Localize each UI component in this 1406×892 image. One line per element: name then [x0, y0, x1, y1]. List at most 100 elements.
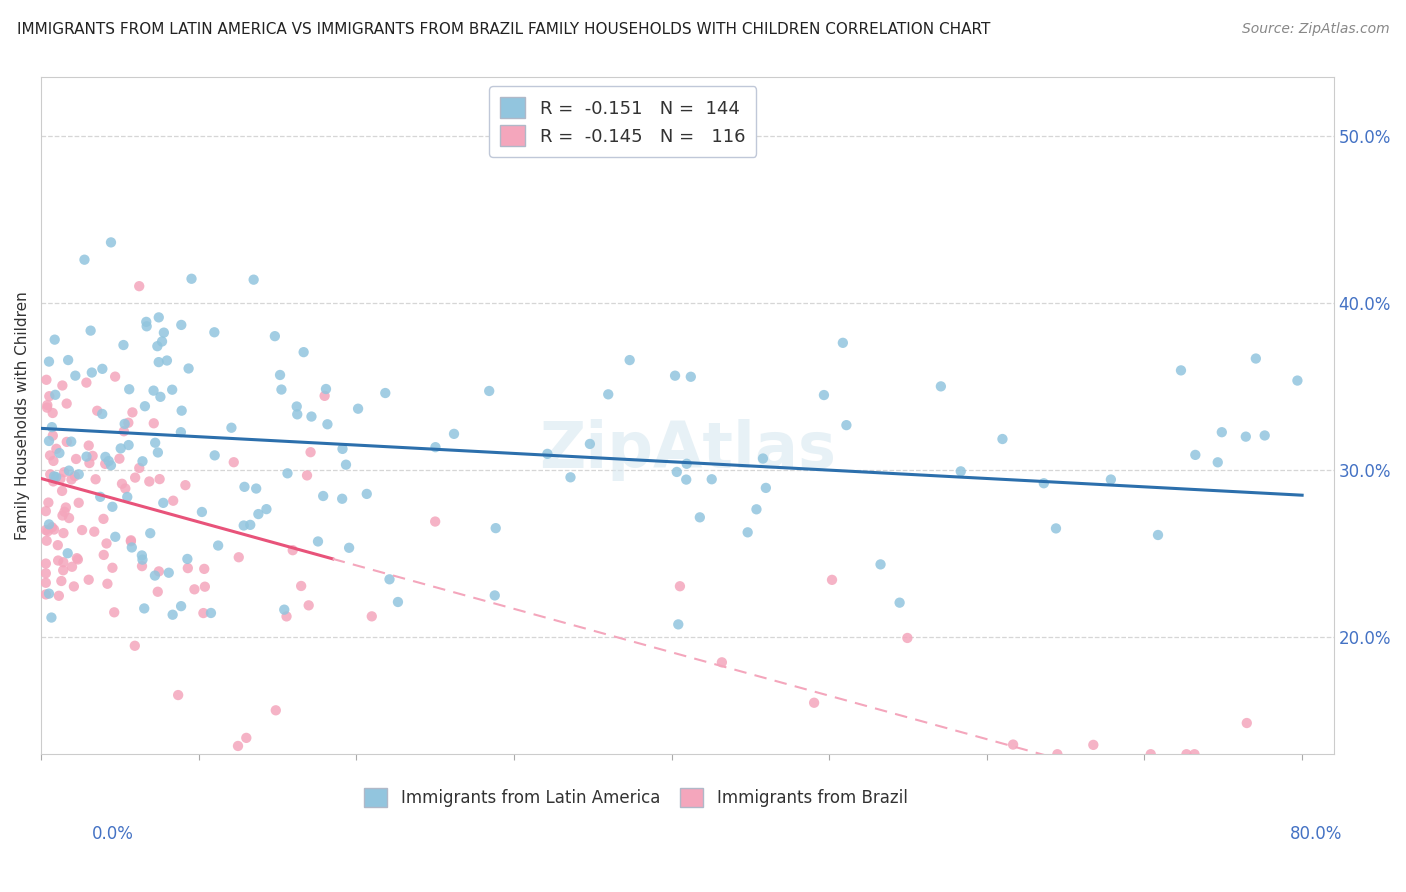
Point [56, 546, 79, 560]
Point [52, 526, 75, 541]
Point [114, 482, 136, 496]
Point [41, 520, 63, 534]
Point [1032, 476, 1054, 491]
Point [131, 549, 153, 563]
Point [56, 353, 79, 368]
Point [307, 534, 329, 549]
Point [560, 470, 582, 484]
Point [91, 407, 114, 421]
Point [170, 425, 193, 439]
Point [276, 609, 298, 624]
Point [101, 561, 124, 575]
Point [1211, 425, 1233, 440]
Point [55, 396, 77, 410]
Point [170, 318, 193, 332]
Point [49, 472, 72, 486]
Point [1206, 455, 1229, 469]
Point [146, 445, 169, 459]
Point [150, 334, 173, 349]
Point [619, 353, 641, 368]
Point [675, 457, 697, 471]
Point [299, 445, 322, 459]
Point [536, 447, 558, 461]
Point [162, 607, 184, 622]
Point [67, 467, 90, 482]
Point [295, 468, 318, 483]
Point [82, 449, 104, 463]
Point [96, 576, 118, 591]
Point [142, 384, 165, 398]
Point [94, 450, 117, 464]
Point [84, 472, 107, 486]
Point [143, 568, 166, 582]
Point [337, 541, 360, 555]
Point [669, 579, 692, 593]
Point [831, 335, 853, 350]
Point [160, 383, 183, 397]
Point [276, 467, 298, 481]
Point [75, 376, 97, 390]
Point [1184, 747, 1206, 762]
Point [222, 455, 245, 469]
Point [263, 329, 285, 343]
Point [146, 339, 169, 353]
Point [134, 601, 156, 615]
Y-axis label: Family Households with Children: Family Households with Children [15, 292, 30, 541]
Text: ZipAtlas: ZipAtlas [538, 418, 837, 481]
Point [131, 454, 153, 468]
Point [755, 481, 778, 495]
Point [991, 432, 1014, 446]
Point [152, 496, 174, 510]
Point [177, 361, 200, 376]
Point [374, 386, 396, 401]
Point [200, 606, 222, 620]
Point [41, 420, 63, 434]
Point [76, 450, 98, 464]
Point [235, 731, 257, 745]
Point [60, 434, 83, 449]
Point [1083, 738, 1105, 752]
Point [298, 599, 321, 613]
Point [38, 389, 60, 403]
Point [281, 543, 304, 558]
Text: 0.0%: 0.0% [91, 825, 134, 843]
Point [120, 533, 142, 548]
Point [51, 378, 73, 392]
Point [117, 416, 139, 430]
Point [101, 500, 124, 514]
Point [104, 369, 127, 384]
Point [821, 573, 844, 587]
Point [135, 315, 157, 329]
Text: 80.0%: 80.0% [1291, 825, 1343, 843]
Point [103, 605, 125, 619]
Point [120, 534, 142, 549]
Point [38, 434, 60, 448]
Point [35, 557, 58, 571]
Point [100, 235, 122, 250]
Point [700, 472, 723, 486]
Point [70, 523, 93, 537]
Point [93, 548, 115, 562]
Point [79, 456, 101, 470]
Point [44, 333, 66, 347]
Point [42, 523, 65, 537]
Point [128, 279, 150, 293]
Point [48, 446, 70, 460]
Point [247, 507, 270, 521]
Point [1045, 521, 1067, 535]
Point [139, 526, 162, 541]
Point [745, 502, 768, 516]
Point [53, 465, 76, 479]
Point [65, 452, 87, 467]
Point [256, 502, 278, 516]
Point [1002, 738, 1025, 752]
Point [110, 442, 132, 456]
Point [112, 338, 135, 352]
Point [675, 473, 697, 487]
Point [813, 388, 835, 402]
Point [170, 599, 193, 614]
Point [425, 440, 447, 454]
Point [41, 406, 63, 420]
Point [177, 561, 200, 575]
Point [46, 553, 69, 567]
